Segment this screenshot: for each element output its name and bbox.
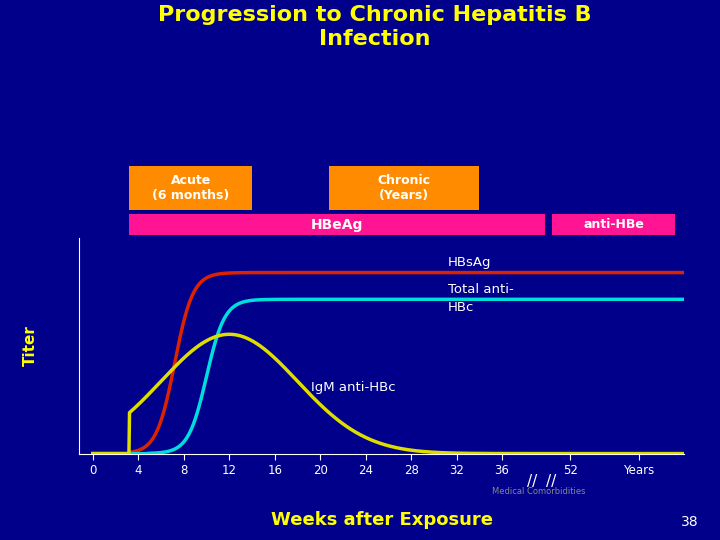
Text: anti-HBe: anti-HBe [583,218,644,231]
Text: HBsAg: HBsAg [448,256,491,269]
Text: Acute
(6 months): Acute (6 months) [152,174,229,202]
Text: HBeAg: HBeAg [311,218,364,232]
Text: Titer: Titer [23,325,38,366]
Text: Total anti-: Total anti- [448,282,513,295]
Text: //: // [546,474,556,489]
Text: IgM anti-HBc: IgM anti-HBc [311,381,396,394]
Text: Weeks after Exposure: Weeks after Exposure [271,511,492,529]
Text: 38: 38 [681,515,698,529]
Text: //: // [526,474,537,489]
Text: HBc: HBc [448,301,474,314]
Text: Progression to Chronic Hepatitis B
Infection: Progression to Chronic Hepatitis B Infec… [158,5,591,49]
Text: Medical Comorbidities: Medical Comorbidities [492,487,585,496]
Text: Chronic
(Years): Chronic (Years) [378,174,431,202]
